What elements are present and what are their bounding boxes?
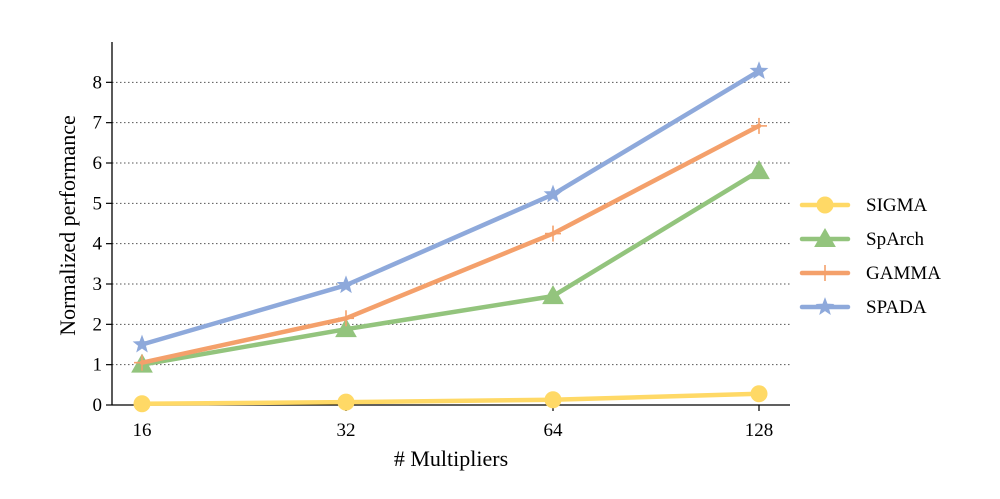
series-lines: [131, 61, 770, 413]
sparch-point-128: [748, 160, 770, 180]
sparch-point-64: [542, 285, 564, 305]
y-tick-label: 8: [93, 72, 103, 93]
spada-point-64: [543, 184, 563, 203]
y-tick-label: 0: [93, 395, 103, 416]
legend-label-sigma: SIGMA: [866, 195, 928, 216]
series-line-sparch: [139, 168, 762, 367]
series-sparch: [131, 160, 770, 373]
gamma-point-64: [545, 225, 561, 242]
legend-marker-gamma: [817, 265, 833, 281]
legend-item-sparch: SpArch: [799, 227, 925, 250]
x-tick-label: 64: [544, 420, 564, 441]
sigma-point-32: [337, 393, 355, 411]
spada-point-128: [749, 61, 769, 80]
legend-item-gamma: GAMMA: [799, 263, 941, 284]
legend-marker-spada: [815, 297, 835, 315]
y-tick-label: 7: [93, 113, 103, 134]
legend-label-gamma: GAMMA: [866, 263, 941, 284]
legend-marker-sigma: [816, 196, 834, 214]
legend-item-spada: SPADA: [799, 297, 927, 318]
y-tick-label: 3: [93, 274, 103, 295]
legend-label-sparch: SpArch: [866, 229, 925, 250]
spada-point-16: [132, 334, 152, 353]
y-tick-label: 5: [93, 193, 103, 214]
legend-marker-sparch: [814, 227, 836, 247]
series-line-spada: [139, 68, 762, 347]
legend: SIGMA SpArch GAMMA SPADA: [799, 195, 941, 318]
x-tick-label: 128: [745, 420, 774, 441]
y-tick-label: 2: [93, 314, 103, 335]
x-axis-title: # Multipliers: [394, 446, 508, 471]
gamma-point-32: [338, 310, 354, 327]
sparch-point-32: [335, 318, 357, 338]
y-axis-title: Normalized performance: [55, 115, 80, 336]
sigma-point-128: [750, 385, 768, 403]
spada-point-32: [336, 275, 356, 294]
x-tick-label: 32: [337, 420, 356, 441]
sigma-point-64: [544, 391, 562, 409]
y-tick-label: 6: [93, 153, 103, 174]
x-tick-label: 16: [133, 420, 152, 441]
gamma-point-16: [134, 354, 150, 371]
series-gamma: [134, 117, 767, 371]
y-tick-label: 1: [93, 355, 103, 376]
series-line-sigma: [139, 391, 762, 407]
series-spada: [132, 61, 769, 353]
sigma-point-16: [133, 395, 151, 413]
series-line-gamma: [139, 123, 762, 365]
legend-item-sigma: SIGMA: [799, 195, 928, 216]
y-tick-label: 4: [93, 234, 103, 255]
series-sigma: [133, 385, 768, 413]
legend-label-spada: SPADA: [866, 297, 927, 318]
gamma-point-128: [751, 117, 767, 134]
